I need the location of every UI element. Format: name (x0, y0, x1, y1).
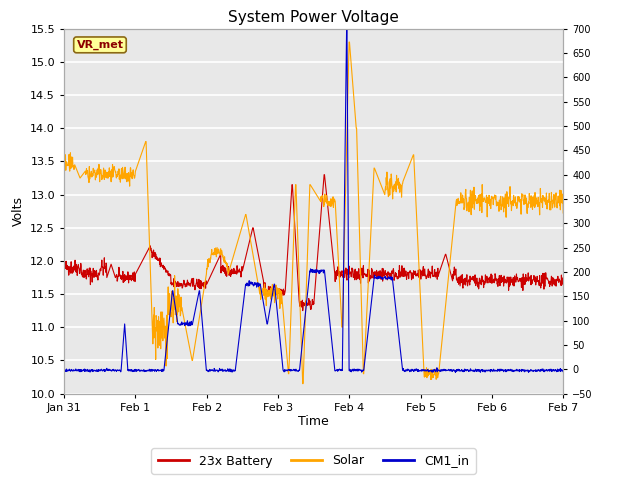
Legend: 23x Battery, Solar, CM1_in: 23x Battery, Solar, CM1_in (152, 448, 476, 474)
Text: VR_met: VR_met (77, 40, 124, 50)
Title: System Power Voltage: System Power Voltage (228, 10, 399, 25)
Y-axis label: Volts: Volts (12, 196, 25, 226)
X-axis label: Time: Time (298, 415, 329, 429)
